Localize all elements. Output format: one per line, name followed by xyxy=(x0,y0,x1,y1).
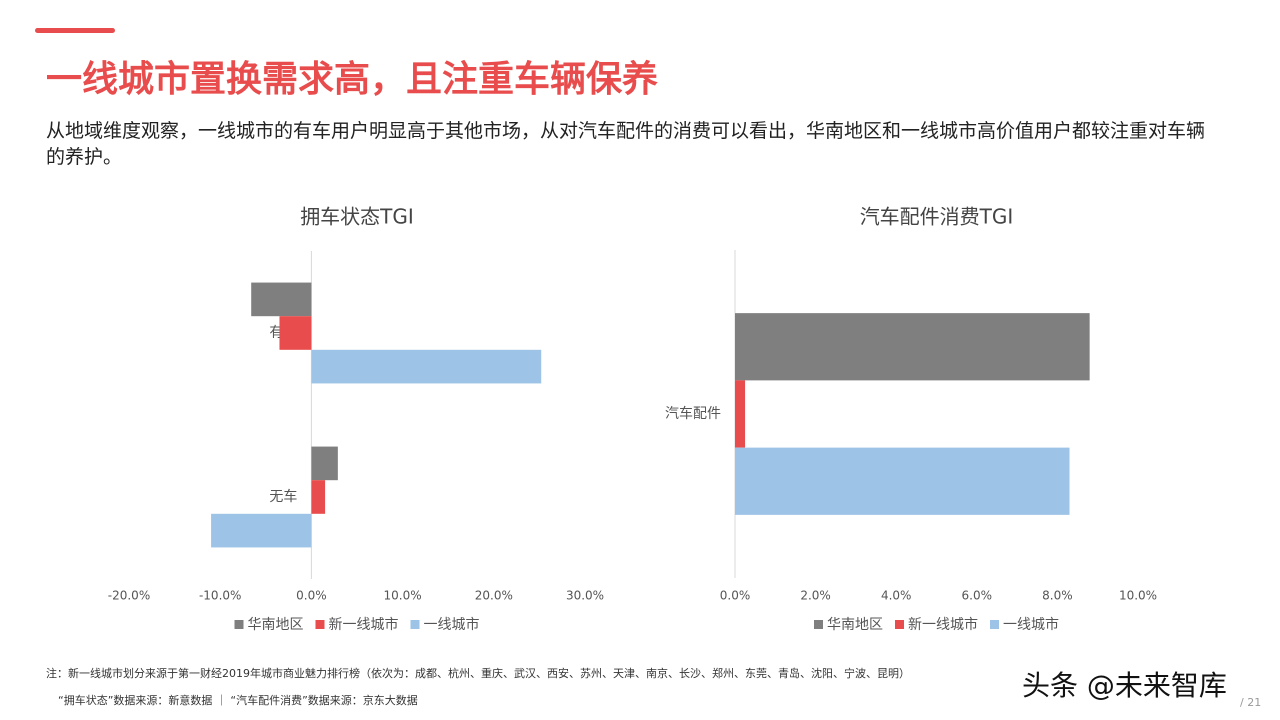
legend-label: 新一线城市 xyxy=(329,616,399,633)
page-number: / 21 xyxy=(1240,696,1262,709)
bar xyxy=(735,313,1090,381)
footnote: 注：新一线城市划分来源于第一财经2019年城市商业魅力排行榜（依次为：成都、杭州… xyxy=(46,667,910,680)
bar xyxy=(311,446,338,481)
x-tick-label: -10.0% xyxy=(199,589,241,603)
bar xyxy=(735,380,746,448)
data-source: “拥车状态”数据来源：新意数据 ｜ “汽车配件消费”数据来源：京东大数据 xyxy=(58,694,418,707)
legend-label: 新一线城市 xyxy=(908,616,978,633)
chart-title: 汽车配件消费TGI xyxy=(860,205,1014,229)
slide-title: 一线城市置换需求高，且注重车辆保养 xyxy=(46,59,659,100)
legend-label: 一线城市 xyxy=(1003,616,1059,633)
bar xyxy=(735,447,1070,515)
x-tick-label: -20.0% xyxy=(108,589,150,603)
legend-swatch xyxy=(814,620,823,629)
chart-title: 拥车状态TGI xyxy=(300,205,414,229)
accent-bar xyxy=(35,28,115,33)
x-tick-label: 4.0% xyxy=(881,589,912,603)
x-tick-label: 10.0% xyxy=(384,589,422,603)
bar xyxy=(311,480,326,514)
x-tick-label: 10.0% xyxy=(1119,589,1157,603)
x-tick-label: 2.0% xyxy=(800,589,831,603)
category-label: 汽车配件 xyxy=(665,405,721,422)
legend-label: 华南地区 xyxy=(827,617,883,633)
legend-swatch xyxy=(895,620,904,629)
watermark: 头条 @未来智库 xyxy=(1022,669,1227,702)
x-tick-label: 0.0% xyxy=(720,589,751,603)
bar xyxy=(279,316,312,350)
legend-swatch xyxy=(410,620,420,629)
x-tick-label: 6.0% xyxy=(962,589,993,603)
slide-description: 从地域维度观察，一线城市的有车用户明显高于其他市场，从对汽车配件的消费可以看出，… xyxy=(46,120,1206,168)
x-tick-label: 8.0% xyxy=(1042,589,1073,603)
legend-label: 华南地区 xyxy=(248,617,304,633)
x-tick-label: 0.0% xyxy=(296,589,327,603)
bar xyxy=(211,513,312,548)
legend-swatch xyxy=(990,620,999,629)
x-tick-label: 20.0% xyxy=(475,589,513,603)
bar xyxy=(251,282,312,317)
legend-label: 一线城市 xyxy=(424,616,480,633)
x-tick-label: 30.0% xyxy=(566,589,604,603)
legend-swatch xyxy=(315,620,325,629)
category-label: 无车 xyxy=(269,488,297,505)
bar xyxy=(311,349,542,384)
legend-swatch xyxy=(234,620,244,629)
